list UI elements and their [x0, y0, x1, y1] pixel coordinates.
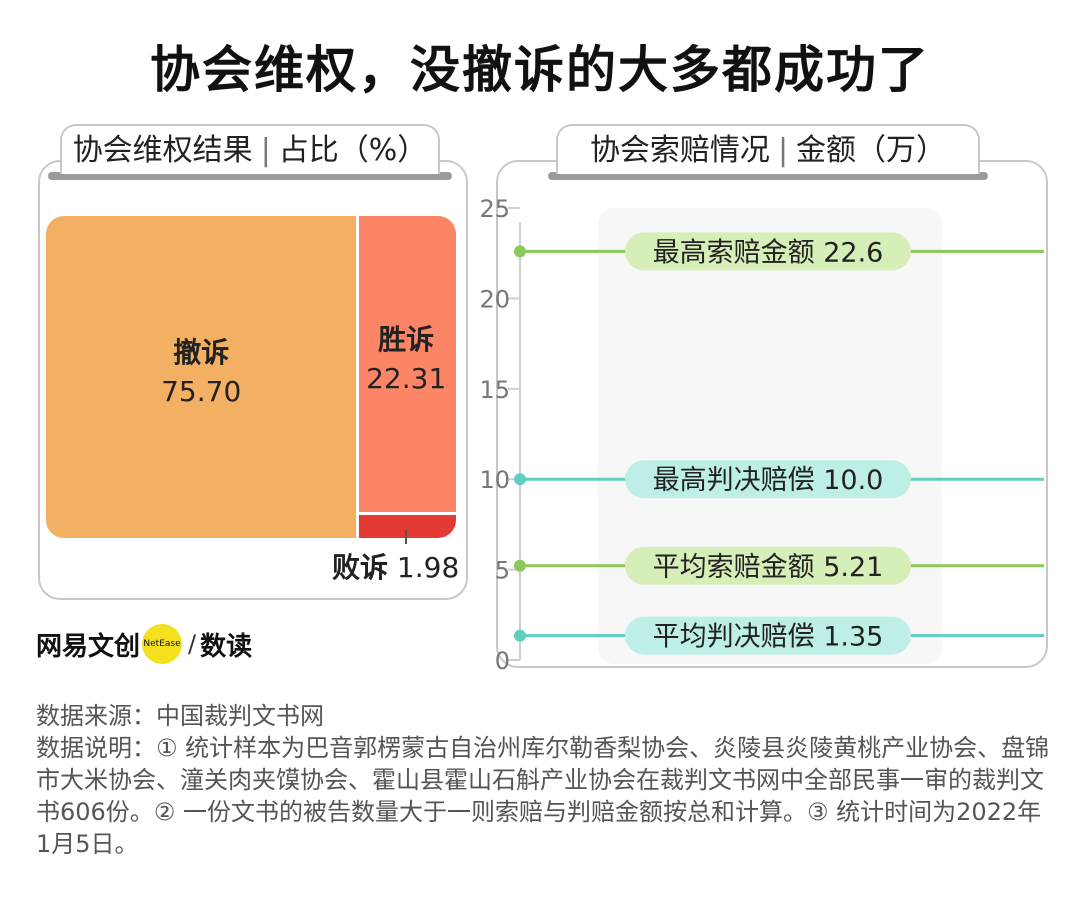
series-dot: [514, 473, 526, 486]
series-label-pill: [625, 616, 911, 655]
data-source: 数据来源：中国裁判文书网: [36, 702, 324, 730]
y-axis: 0 5 10 15 20 25: [479, 195, 521, 675]
series-marker: 最高判决赔偿 10.0: [514, 460, 1044, 499]
treemap-tab: 协会维权结果 | 占比（%）: [60, 124, 440, 174]
y-tick-label: 20: [479, 285, 510, 313]
y-tick-label: 25: [479, 195, 510, 223]
series-label: 最高索赔金额 22.6: [653, 237, 884, 268]
treemap-name-won: 胜诉: [378, 322, 435, 356]
treemap-tab-unit: 占比（%）: [278, 133, 428, 168]
treemap-value-won: 22.31: [366, 361, 447, 395]
claims-series: 最高索赔金额 22.6 最高判决赔偿 10.0 平均索赔金额 5.21 平均判决赔偿 …: [514, 232, 1044, 655]
treemap-lost-leader-line: [405, 530, 407, 544]
treemap-value-lost: 1.98: [396, 551, 460, 584]
data-description: 数据说明：① 统计样本为巴音郭楞蒙古自治州库尔勒香梨协会、炎陵县炎陵黄桃产业协会…: [36, 734, 1050, 858]
treemap-name-withdrawn: 撤诉: [173, 336, 230, 369]
treemap-tab-shadow: [48, 172, 452, 180]
claims-tab-name: 协会索赔情况: [589, 133, 770, 168]
series-label: 平均判决赔偿 1.35: [653, 622, 884, 653]
y-tick-label: 5: [495, 557, 510, 585]
logo: 网易文创 NetEase / 数读: [36, 622, 252, 666]
y-tick-label: 15: [479, 376, 510, 404]
chart-main-title: 协会维权，没撤诉的大多都成功了: [150, 41, 930, 99]
y-tick-label: 0: [495, 647, 510, 675]
treemap-name-lost: 败诉: [332, 551, 389, 584]
treemap-cell-won: [356, 216, 456, 512]
y-tick-label: 10: [479, 466, 510, 494]
treemap-label-withdrawn: 撤诉 75.70: [46, 331, 356, 408]
series-label-pill: [625, 232, 911, 271]
series-marker: 最高索赔金额 22.6: [514, 232, 1044, 271]
series-label-pill: [625, 460, 911, 499]
claims-tab-shadow: [548, 172, 988, 180]
claims-tab-unit: 金额（万）: [796, 133, 947, 168]
series-dot: [514, 629, 526, 642]
logo-brand: 网易文创: [36, 631, 141, 662]
tab-separator: |: [260, 133, 271, 168]
treemap-label-won: 胜诉 22.31: [356, 318, 456, 395]
claims-tab: 协会索赔情况 | 金额（万）: [556, 124, 980, 174]
claims-plot-background: [598, 208, 942, 664]
series-dot: [514, 245, 526, 258]
treemap-tab-name: 协会维权结果: [72, 133, 253, 168]
series-label: 平均索赔金额 5.21: [653, 552, 884, 583]
treemap-label-lost: 败诉 1.98: [332, 546, 459, 586]
logo-badge: NetEase: [142, 624, 183, 664]
treemap-cell-withdrawn: [46, 216, 357, 538]
treemap-value-withdrawn: 75.70: [161, 375, 242, 408]
series-label-pill: [625, 546, 911, 585]
logo-sub: 数读: [200, 631, 253, 662]
logo-slash: /: [188, 630, 197, 658]
series-marker: 平均索赔金额 5.21: [514, 546, 1044, 585]
tab-separator: |: [777, 133, 789, 168]
footnotes: 数据来源：中国裁判文书网 数据说明：① 统计样本为巴音郭楞蒙古自治州库尔勒香梨协…: [36, 700, 1056, 860]
series-label: 最高判决赔偿 10.0: [653, 465, 884, 496]
series-marker: 平均判决赔偿 1.35: [514, 616, 1044, 655]
series-dot: [514, 559, 526, 572]
